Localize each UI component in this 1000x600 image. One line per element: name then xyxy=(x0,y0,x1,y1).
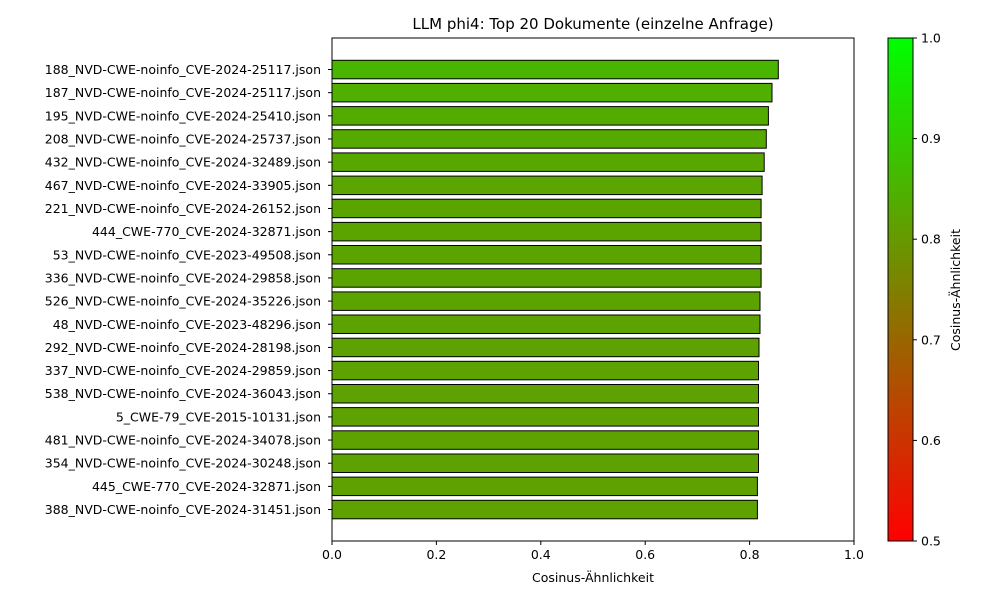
bar-6 xyxy=(331,175,763,196)
x-tick-label: 0.4 xyxy=(531,547,551,562)
plot-frame xyxy=(331,37,855,542)
x-tick-label: 0.2 xyxy=(426,547,446,562)
bars-layer xyxy=(331,59,779,520)
y-tick-label: 538_NVD-CWE-noinfo_CVE-2024-36043.json xyxy=(45,386,321,401)
colorbar-tick-label: 0.6 xyxy=(921,433,941,448)
bar-5 xyxy=(331,152,765,172)
chart-title: LLM phi4: Top 20 Dokumente (einzelne Anf… xyxy=(412,15,773,33)
y-tick-label: 187_NVD-CWE-noinfo_CVE-2024-25117.json xyxy=(45,85,321,100)
y-tick-label: 337_NVD-CWE-noinfo_CVE-2024-29859.json xyxy=(45,363,321,378)
y-tick-label: 5_CWE-79_CVE-2015-10131.json xyxy=(116,409,321,424)
bar-7 xyxy=(331,198,762,219)
y-tick-label: 388_NVD-CWE-noinfo_CVE-2024-31451.json xyxy=(45,502,321,517)
bar-1 xyxy=(331,59,779,80)
y-tick-label: 292_NVD-CWE-noinfo_CVE-2024-28198.json xyxy=(45,340,321,355)
colorbar-tick-label: 0.8 xyxy=(921,232,941,247)
y-tick-label: 526_NVD-CWE-noinfo_CVE-2024-35226.json xyxy=(45,294,321,309)
y-tick-label: 195_NVD-CWE-noinfo_CVE-2024-25410.json xyxy=(45,108,321,123)
bar-3 xyxy=(331,106,769,126)
bar-15 xyxy=(331,384,759,404)
bar-4 xyxy=(331,129,767,149)
colorbar-ticks: 0.5 0.6 0.7 0.8 0.9 1.0 xyxy=(913,31,941,549)
colorbar-tick-label: 0.9 xyxy=(921,131,941,146)
colorbar-gradient xyxy=(887,37,914,542)
x-tick-label: 0.6 xyxy=(635,547,655,562)
bar-8 xyxy=(331,221,762,242)
x-ticks: 0.0 0.2 0.4 0.6 0.8 1.0 xyxy=(322,541,864,562)
bar-16 xyxy=(331,407,759,427)
bar-11 xyxy=(331,291,761,311)
x-axis-label: Cosinus-Ähnlichkeit xyxy=(532,570,654,585)
y-tick-label: 481_NVD-CWE-noinfo_CVE-2024-34078.json xyxy=(45,433,321,448)
y-tick-label: 444_CWE-770_CVE-2024-32871.json xyxy=(92,224,321,239)
colorbar: 0.5 0.6 0.7 0.8 0.9 1.0 Cosinus-Ähnlichkeit xyxy=(887,31,963,549)
bar-19 xyxy=(331,476,758,497)
y-tick-label: 188_NVD-CWE-noinfo_CVE-2024-25117.json xyxy=(45,62,321,77)
colorbar-tick-label: 0.7 xyxy=(921,332,941,347)
colorbar-tick-label: 1.0 xyxy=(921,31,941,46)
bar-14 xyxy=(331,360,759,381)
bar-13 xyxy=(331,337,760,358)
y-tick-label: 53_NVD-CWE-noinfo_CVE-2023-49508.json xyxy=(53,247,321,262)
x-tick-label: 0.0 xyxy=(322,547,342,562)
bar-10 xyxy=(331,268,762,288)
bar-18 xyxy=(331,453,759,473)
x-tick-label: 1.0 xyxy=(844,547,864,562)
y-tick-label: 432_NVD-CWE-noinfo_CVE-2024-32489.json xyxy=(45,155,321,170)
y-tick-label: 208_NVD-CWE-noinfo_CVE-2024-25737.json xyxy=(45,131,321,146)
y-tick-label: 48_NVD-CWE-noinfo_CVE-2023-48296.json xyxy=(53,317,321,332)
y-tick-label: 336_NVD-CWE-noinfo_CVE-2024-29858.json xyxy=(45,270,321,285)
colorbar-tick-label: 0.5 xyxy=(921,534,941,549)
colorbar-label: Cosinus-Ähnlichkeit xyxy=(948,229,963,351)
y-tick-label: 467_NVD-CWE-noinfo_CVE-2024-33905.json xyxy=(45,178,321,193)
y-tick-labels: 188_NVD-CWE-noinfo_CVE-2024-25117.json 18… xyxy=(45,62,332,517)
bar-17 xyxy=(331,430,759,450)
x-tick-label: 0.8 xyxy=(740,547,760,562)
y-tick-label: 445_CWE-770_CVE-2024-32871.json xyxy=(92,479,321,494)
y-tick-label: 354_NVD-CWE-noinfo_CVE-2024-30248.json xyxy=(45,456,321,471)
bar-12 xyxy=(331,314,761,334)
bar-9 xyxy=(331,245,762,265)
bar-2 xyxy=(331,82,773,103)
y-tick-label: 221_NVD-CWE-noinfo_CVE-2024-26152.json xyxy=(45,201,321,216)
bar-20 xyxy=(331,499,758,520)
